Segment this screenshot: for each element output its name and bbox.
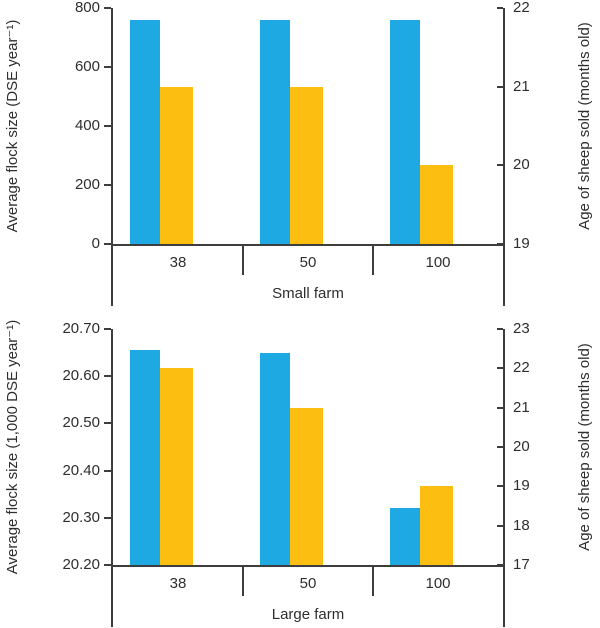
left-axis-tick [104, 375, 111, 378]
right-axis-title: Age of sheep sold (months old) [575, 343, 593, 551]
x-axis-line [111, 565, 505, 567]
age-sold-bar [420, 486, 453, 565]
left-axis-tick [104, 125, 111, 127]
left-axis-tick [104, 7, 111, 9]
flock-size-bar [260, 19, 290, 244]
left-axis-tick-label: 200 [74, 175, 100, 193]
right-axis-line [503, 329, 505, 627]
left-axis-tick-label: 400 [74, 116, 100, 134]
category-label: 38 [169, 253, 187, 271]
left-axis-tick-label: 20.60 [62, 366, 100, 384]
right-axis-tick [497, 328, 503, 330]
right-axis-tick [497, 85, 503, 88]
left-axis-tick [104, 328, 111, 330]
right-axis-tick-label: 21 [513, 77, 530, 95]
category-label: 100 [425, 253, 451, 271]
left-axis-tick [104, 516, 111, 519]
left-axis-tick-label: 0 [91, 234, 100, 252]
right-axis-tick-label: 20 [513, 156, 530, 174]
age-sold-bar [160, 368, 193, 565]
small-farm-chart: 800 600 400 200 0 22 21 20 19 38 50 100 Small farm Av… [3, 0, 593, 306]
age-sold-bar [290, 407, 323, 565]
right-axis-tick [497, 485, 503, 488]
left-axis-tick-label: 600 [74, 57, 100, 75]
age-sold-bar [420, 165, 453, 244]
right-axis-tick-label: 20 [513, 437, 530, 455]
right-axis-title: Age of sheep sold (months old) [575, 22, 593, 230]
flock-size-bar [130, 19, 160, 244]
x-axis-line [111, 244, 505, 246]
right-axis-tick [497, 164, 503, 167]
right-axis-tick [497, 7, 503, 9]
left-axis-title: Average flock size (1,000 DSE year⁻¹) [3, 319, 21, 575]
left-axis-tick [104, 564, 111, 566]
right-axis-tick [497, 446, 503, 448]
category-divider [372, 565, 374, 596]
left-axis-tick-label: 20.30 [62, 508, 100, 526]
left-axis-tick-label: 20.70 [62, 319, 100, 337]
right-axis-tick [497, 243, 503, 245]
right-axis-tick [497, 564, 503, 566]
group-label: Small farm [272, 284, 344, 302]
left-axis-tick-label: 800 [74, 0, 100, 16]
right-axis-tick-label: 21 [513, 398, 530, 416]
left-axis-title: Average flock size (DSE year⁻¹) [3, 19, 21, 233]
category-label: 50 [299, 574, 317, 592]
category-divider [242, 244, 244, 275]
flock-size-bar [130, 350, 160, 565]
category-label: 50 [299, 253, 317, 271]
left-axis-tick [104, 469, 111, 472]
right-axis-tick-label: 22 [513, 359, 530, 377]
age-sold-bar [160, 86, 193, 244]
age-sold-bar [290, 86, 323, 244]
left-axis-tick [104, 184, 111, 186]
right-axis-tick-label: 22 [513, 0, 530, 16]
category-label: 38 [169, 574, 187, 592]
right-axis-tick-label: 23 [513, 319, 530, 337]
right-axis-tick [497, 367, 503, 370]
left-axis-tick-label: 20.40 [62, 461, 100, 479]
right-axis-tick-label: 19 [513, 234, 530, 252]
left-axis-tick-label: 20.20 [62, 555, 100, 573]
left-axis-tick [104, 66, 111, 68]
right-axis-tick [497, 524, 503, 527]
right-axis-tick-label: 19 [513, 477, 530, 495]
flock-size-bar [390, 19, 420, 244]
large-farm-chart: 20.70 20.60 20.50 20.40 20.30 20.20 23 22 21 20 19… [0, 314, 600, 628]
left-axis-tick-label: 20.50 [62, 414, 100, 432]
flock-size-bar [390, 508, 420, 565]
left-axis-tick [104, 422, 111, 425]
left-axis-tick [104, 243, 111, 245]
right-axis-line [503, 8, 505, 306]
category-divider [372, 244, 374, 275]
category-label: 100 [425, 574, 451, 592]
category-divider [242, 565, 244, 596]
left-axis-line [111, 8, 113, 306]
left-axis-line [111, 329, 113, 627]
right-axis-tick-label: 18 [513, 516, 530, 534]
group-label: Large farm [271, 605, 345, 623]
right-axis-tick-label: 17 [513, 555, 530, 573]
flock-size-bar [260, 352, 290, 565]
right-axis-tick [497, 406, 503, 409]
